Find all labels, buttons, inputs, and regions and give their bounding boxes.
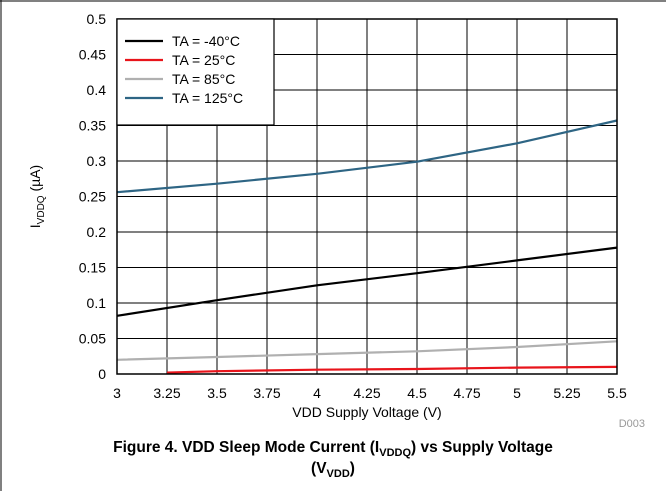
series-lines — [116, 119, 618, 374]
legend-label-0: TA = -40°C — [172, 33, 240, 49]
y-tick-label: 0.05 — [79, 331, 106, 347]
series-line-2 — [116, 340, 618, 361]
y-tick-label: 0.15 — [79, 260, 106, 276]
y-axis-title-main: I — [27, 224, 43, 228]
x-axis-title: VDD Supply Voltage (V) — [292, 404, 441, 420]
series-line-1 — [166, 365, 618, 374]
legend-box — [116, 18, 275, 126]
figure-code: D003 — [619, 418, 645, 430]
caption-line-2: (VVDD) — [0, 458, 666, 480]
x-tick-label: 3 — [113, 385, 121, 401]
y-tick-label: 0.1 — [87, 295, 107, 311]
x-tick-label: 3.5 — [207, 385, 227, 401]
series-line-3 — [116, 119, 618, 194]
caption-line2-sub: VDD — [326, 468, 350, 480]
x-tick-label: 5 — [513, 385, 521, 401]
legend-label-3: TA = 125°C — [172, 90, 243, 106]
caption-line2-a: (V — [311, 460, 327, 477]
figure-caption: Figure 4. VDD Sleep Mode Current (IVDDQ)… — [0, 437, 666, 480]
y-tick-label: 0.35 — [79, 118, 106, 134]
caption-line2-b: ) — [349, 460, 355, 477]
y-tick-label: 0 — [98, 366, 106, 382]
x-tick-label: 3.25 — [153, 385, 180, 401]
x-tick-label: 5.25 — [553, 385, 580, 401]
y-tick-label: 0.4 — [87, 82, 107, 98]
y-tick-labels: 0 0.05 0.1 0.15 0.2 0.25 0.3 0.35 0.4 0.45 0.5 — [79, 11, 106, 382]
y-tick-label: 0.5 — [87, 11, 107, 27]
x-tick-label: 4.75 — [453, 385, 480, 401]
x-tick-label: 4 — [313, 385, 321, 401]
y-tick-label: 0.25 — [79, 189, 106, 205]
y-tick-label: 0.3 — [87, 153, 107, 169]
y-axis-title-sub: VDDQ — [36, 195, 47, 224]
series-line-0 — [116, 246, 618, 317]
x-tick-labels: 3 3.25 3.5 3.75 4 4.25 4.5 4.75 5 5.25 5.5 — [113, 385, 627, 401]
x-tick-label: 4.25 — [353, 385, 380, 401]
caption-line1-b: ) vs Supply Voltage — [411, 439, 553, 456]
y-axis-title-rest: (µA) — [27, 165, 43, 196]
legend: TA = -40°C TA = 25°C TA = 85°C TA = 125°C — [116, 18, 275, 126]
caption-line1-sub: VDDQ — [379, 447, 412, 459]
legend-label-1: TA = 25°C — [172, 52, 235, 68]
x-tick-label: 5.5 — [607, 385, 627, 401]
x-tick-label: 3.75 — [253, 385, 280, 401]
legend-label-2: TA = 85°C — [172, 71, 235, 87]
line-chart: 3 3.25 3.5 3.75 4 4.25 4.5 4.75 5 5.25 5.5 0 0.05 0.… — [27, 11, 645, 430]
y-tick-label: 0.2 — [87, 224, 107, 240]
plot-area-border — [116, 18, 618, 375]
x-tick-label: 4.5 — [407, 385, 427, 401]
caption-line1-a: Figure 4. VDD Sleep Mode Current (I — [113, 439, 380, 456]
y-tick-label: 0.45 — [79, 47, 106, 63]
caption-line-1: Figure 4. VDD Sleep Mode Current (IVDDQ)… — [0, 437, 666, 459]
y-axis-title: IVDDQ (µA) — [27, 165, 47, 228]
